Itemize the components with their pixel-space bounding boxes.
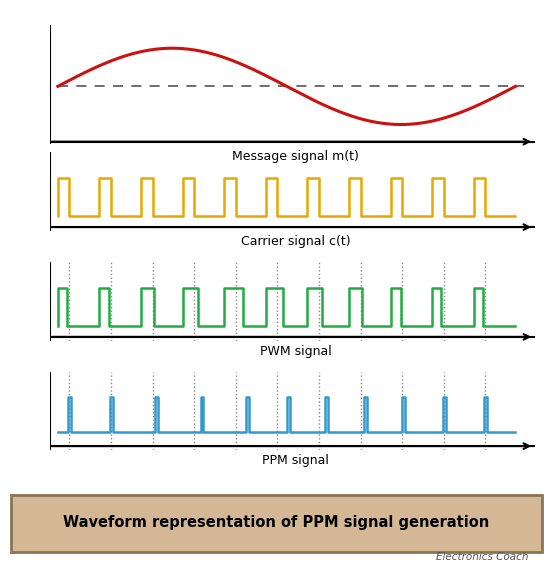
- Text: Waveform representation of PPM signal generation: Waveform representation of PPM signal ge…: [63, 515, 490, 530]
- Text: Electronics Coach: Electronics Coach: [436, 552, 528, 562]
- Text: Message signal m(t): Message signal m(t): [232, 150, 359, 163]
- Text: PWM signal: PWM signal: [260, 345, 332, 358]
- FancyBboxPatch shape: [11, 495, 542, 552]
- Text: Carrier signal c(t): Carrier signal c(t): [241, 235, 350, 248]
- Text: PPM signal: PPM signal: [262, 454, 329, 467]
